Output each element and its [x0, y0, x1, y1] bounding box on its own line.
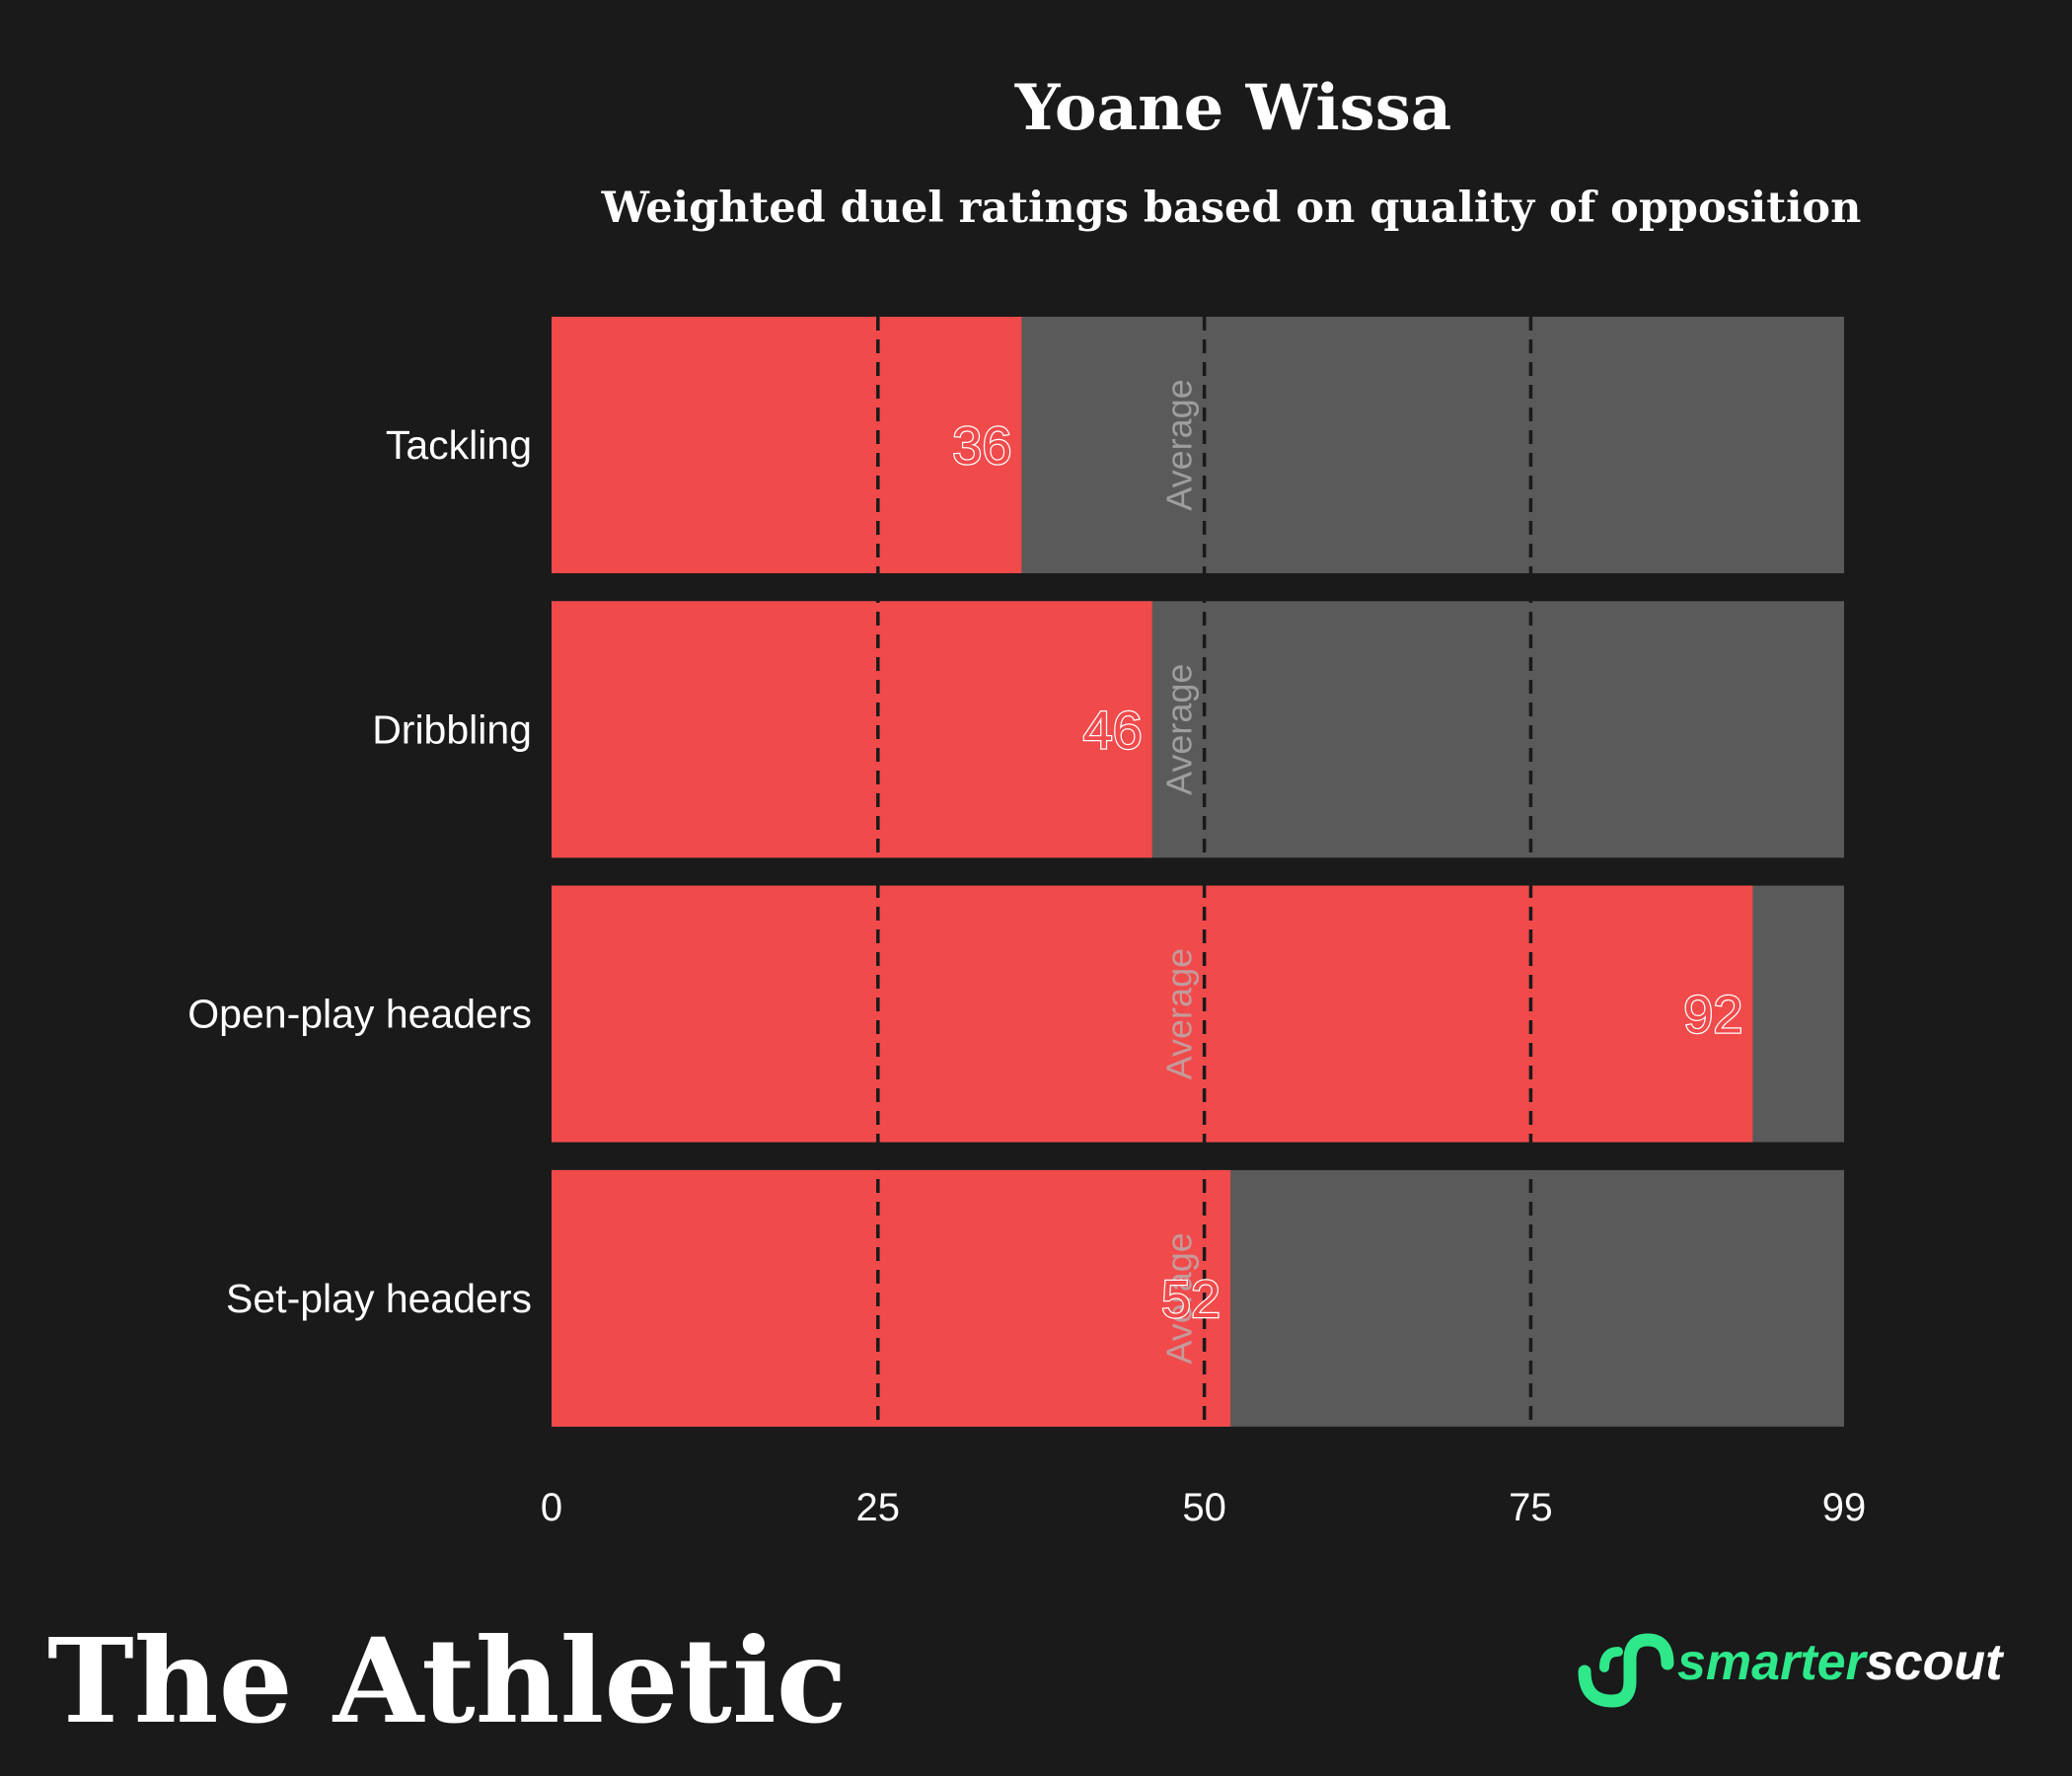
category-label: Tackling	[386, 422, 532, 468]
value-label: 46	[1083, 701, 1143, 760]
branding: The Athletic smarterscout	[47, 1612, 2005, 1749]
x-tick-label: 0	[541, 1486, 562, 1529]
category-label: Open-play headers	[187, 992, 532, 1037]
average-label: Average	[1159, 379, 1200, 510]
bar	[552, 885, 1753, 1143]
bar	[552, 317, 1022, 573]
x-tick-label: 75	[1509, 1486, 1553, 1529]
plot-area: Tackling Dribbling Open-play headers Set-pl…	[187, 317, 1866, 1529]
category-label: Dribbling	[372, 706, 532, 752]
average-label: Average	[1159, 1232, 1200, 1364]
chart-subtitle: Weighted duel ratings based on quality o…	[601, 184, 1862, 233]
category-label: Set-play headers	[226, 1276, 532, 1321]
partner-wordmark: smarterscout	[1677, 1634, 2005, 1691]
value-label: 52	[1161, 1270, 1221, 1329]
x-tick-label: 25	[856, 1486, 901, 1529]
value-label: 36	[952, 416, 1011, 476]
chart-title: Yoane Wissa	[1014, 71, 1451, 145]
bar	[552, 601, 1152, 858]
publisher-wordmark: The Athletic	[47, 1612, 848, 1749]
average-label: Average	[1159, 664, 1200, 795]
x-tick-label: 50	[1182, 1486, 1226, 1529]
value-label: 92	[1683, 986, 1742, 1045]
smarterscout-logo-icon	[1578, 1633, 1674, 1708]
bar	[552, 1169, 1231, 1427]
average-label: Average	[1159, 948, 1200, 1079]
x-tick-label: 99	[1822, 1486, 1867, 1529]
